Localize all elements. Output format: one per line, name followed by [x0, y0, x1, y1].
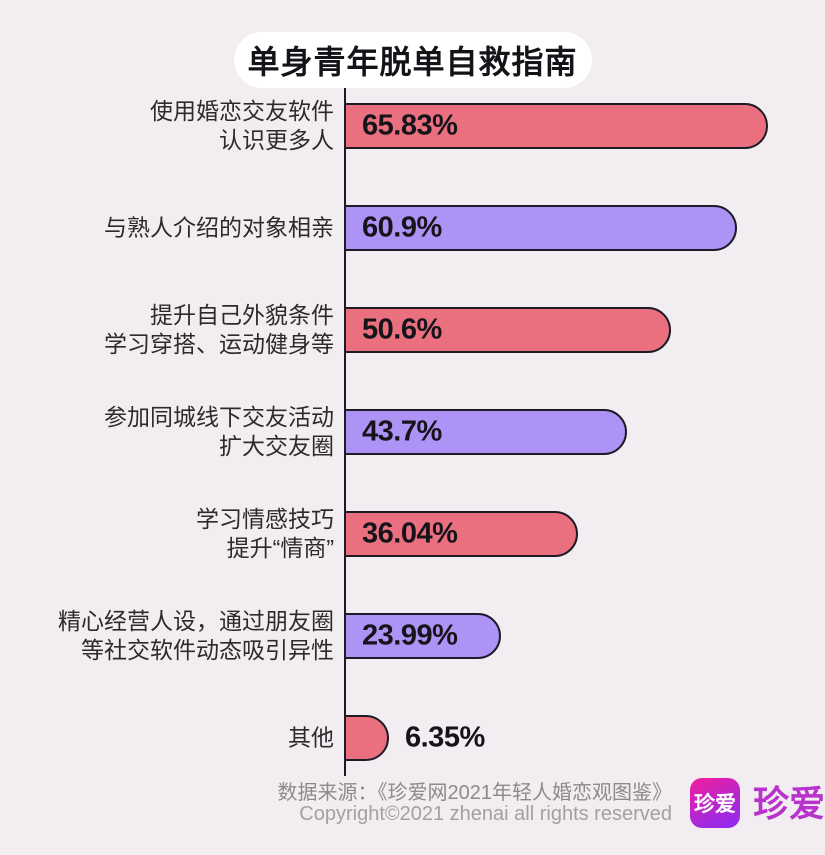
bar-label-line: 其他 [288, 724, 334, 751]
bar-label: 精心经营人设，通过朋友圈等社交软件动态吸引异性 [58, 607, 334, 665]
bar-row: 其他 6.35% [0, 687, 825, 789]
bar-label: 使用婚恋交友软件认识更多人 [150, 97, 334, 155]
bar-label: 参加同城线下交友活动扩大交友圈 [104, 403, 334, 461]
bar-label-line: 精心经营人设，通过朋友圈 [58, 608, 334, 634]
bar-label-line: 提升“情商” [226, 535, 334, 561]
bar-label-line: 扩大交友圈 [219, 433, 334, 459]
bar [344, 511, 578, 557]
title-pill: 单身青年脱单自救指南 [233, 32, 592, 88]
bar-row: 参加同城线下交友活动扩大交友圈 43.7% [0, 381, 825, 483]
bar [344, 103, 768, 149]
zhenai-logo-icon: 珍爱 [690, 778, 740, 828]
chart-title: 单身青年脱单自救指南 [247, 44, 578, 80]
bar-label: 与熟人介绍的对象相亲 [104, 214, 334, 243]
bar [344, 715, 389, 761]
bar [344, 409, 627, 455]
bar-value-label: 23.99% [362, 619, 458, 652]
bar-label: 提升自己外貌条件学习穿搭、运动健身等 [104, 301, 334, 359]
bar-value-label: 60.9% [362, 211, 442, 244]
bar [344, 613, 501, 659]
bar-label-line: 参加同城线下交友活动 [104, 404, 334, 430]
bar-label: 其他 [288, 724, 334, 753]
zhenai-brand-name: 珍爱 [753, 783, 825, 824]
zhenai-logo-text: 珍爱 [694, 793, 736, 816]
data-source-note: 数据来源：《珍爱网2021年轻人婚恋观图鉴》 [277, 782, 673, 804]
bar-value-label: 43.7% [362, 415, 442, 448]
copyright-note: Copyright©2021 zhenai all rights reserve… [299, 803, 672, 825]
bar-label: 学习情感技巧提升“情商” [196, 505, 334, 563]
bar-label-line: 认识更多人 [219, 127, 334, 153]
bar-label-line: 等社交软件动态吸引异性 [81, 637, 334, 663]
bar-label-line: 学习情感技巧 [196, 506, 334, 532]
bar-row: 使用婚恋交友软件认识更多人 65.83% [0, 75, 825, 177]
bar-row: 精心经营人设，通过朋友圈等社交软件动态吸引异性 23.99% [0, 585, 825, 687]
bar-row: 提升自己外貌条件学习穿搭、运动健身等 50.6% [0, 279, 825, 381]
bar-row: 与熟人介绍的对象相亲 60.9% [0, 177, 825, 279]
bar-value-label: 36.04% [362, 517, 458, 550]
bar-label-line: 使用婚恋交友软件 [150, 98, 334, 124]
bar-label-line: 学习穿搭、运动健身等 [104, 331, 334, 357]
bar-label-line: 提升自己外貌条件 [150, 302, 334, 328]
bar [344, 205, 737, 251]
bar [344, 307, 671, 353]
bar-value-label: 50.6% [362, 313, 442, 346]
bar-value-label: 65.83% [362, 109, 458, 142]
bar-row: 学习情感技巧提升“情商” 36.04% [0, 483, 825, 585]
bar-label-line: 与熟人介绍的对象相亲 [104, 214, 334, 241]
bar-value-label: 6.35% [405, 721, 485, 754]
